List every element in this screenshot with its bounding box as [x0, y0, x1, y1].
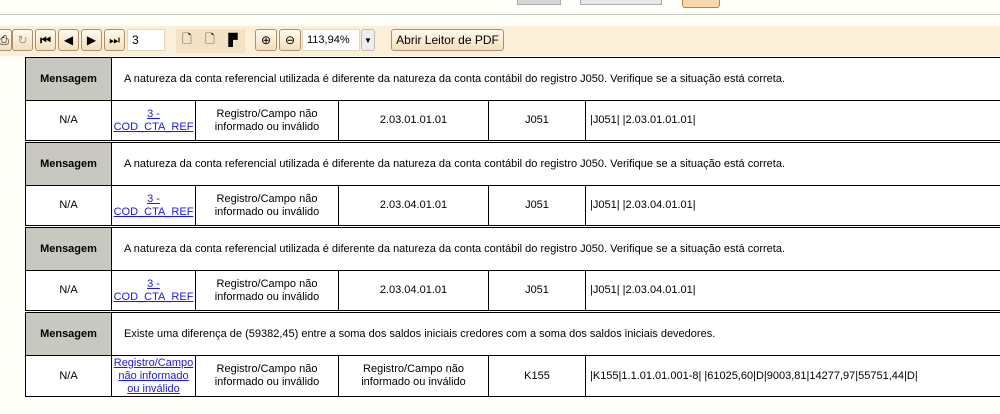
cell-description: Registro/Campo não informado ou inválido [195, 100, 339, 142]
cell-description: Registro/Campo não informado ou inválido [195, 355, 339, 397]
cell-description: Registro/Campo não informado ou inválido [195, 185, 339, 227]
message-row: Mensagem A natureza da conta referencial … [25, 140, 1000, 186]
cell-status: N/A [25, 185, 112, 227]
message-row: Mensagem A natureza da conta referencial … [25, 225, 1000, 271]
table-row: N/A Registro/Campo não informado ou invá… [25, 355, 1000, 397]
next-page-button[interactable]: ▶ [81, 29, 102, 51]
cell-status: N/A [25, 100, 112, 142]
message-text: A natureza da conta referencial utilizad… [111, 57, 1000, 101]
message-text: A natureza da conta referencial utilizad… [111, 225, 1000, 271]
pdf-toolbar: ⎙ ↻ ⏮ ◀ ▶ ⏭ 3 🗋 🗋 ▛ ⊕ ⊖ 113,94% ▼ Abrir … [0, 26, 1000, 56]
message-label: Mensagem [25, 140, 112, 186]
cell-description: Registro/Campo não informado ou inválido [195, 270, 339, 312]
single-page-icon[interactable]: 🗋 [182, 31, 192, 46]
cell-register: J051 [488, 100, 586, 142]
fit-width-icon[interactable]: 🗋 [205, 31, 215, 46]
validation-table: Mensagem A natureza da conta referencial … [25, 57, 1000, 397]
table-row: N/A 3 - COD_CTA_REF Registro/Campo não i… [25, 270, 1000, 312]
table-row: N/A 3 - COD_CTA_REF Registro/Campo não i… [25, 185, 1000, 227]
top-control[interactable] [517, 0, 561, 5]
field-link[interactable]: 3 - COD_CTA_REF [113, 107, 194, 133]
print-button[interactable]: ⎙ [0, 29, 12, 51]
cell-register: J051 [488, 270, 586, 312]
cell-register: K155 [488, 355, 586, 397]
message-row: Mensagem Existe uma diferença de (59382,4… [25, 310, 1000, 356]
field-link[interactable]: Registro/Campo não informado ou inválido [113, 356, 194, 395]
refresh-button[interactable]: ↻ [12, 29, 33, 51]
prev-page-button[interactable]: ◀ [58, 29, 79, 51]
message-text: Existe uma diferença de (59382,45) entre… [111, 310, 1000, 356]
zoom-out-button[interactable]: ⊖ [279, 29, 301, 51]
cell-value: 2.03.04.01.01 [338, 270, 489, 312]
cell-status: N/A [25, 355, 112, 397]
message-text: A natureza da conta referencial utilizad… [111, 140, 1000, 186]
top-button[interactable] [682, 0, 720, 8]
first-page-button[interactable]: ⏮ [35, 29, 56, 51]
page-view-group [176, 29, 245, 53]
field-link[interactable]: 3 - COD_CTA_REF [113, 192, 194, 218]
zoom-in-button[interactable]: ⊕ [255, 29, 277, 51]
field-link[interactable]: 3 - COD_CTA_REF [113, 277, 194, 303]
message-label: Mensagem [25, 310, 112, 356]
message-label: Mensagem [25, 225, 112, 271]
zoom-level-input[interactable]: 113,94% [302, 29, 360, 51]
cell-register: J051 [488, 185, 586, 227]
last-page-button[interactable]: ⏭ [104, 29, 125, 51]
page-number-input[interactable]: 3 [127, 29, 165, 51]
cell-value: 2.03.01.01.01 [338, 100, 489, 142]
cell-value: Registro/Campo não informado ou inválido [338, 355, 489, 397]
open-pdf-reader-button[interactable]: Abrir Leitor de PDF [391, 29, 504, 51]
top-control[interactable] [580, 0, 662, 5]
cell-record-line: |J051| |2.03.01.01.01| [585, 100, 1000, 142]
cell-record-line: |K155|1.1.01.01.001-8| |61025,60|D|9003,… [585, 355, 1000, 397]
fit-page-icon[interactable]: ▛ [228, 33, 238, 47]
message-row: Mensagem A natureza da conta referencial … [25, 57, 1000, 101]
cell-record-line: |J051| |2.03.04.01.01| [585, 270, 1000, 312]
table-row: N/A 3 - COD_CTA_REF Registro/Campo não i… [25, 100, 1000, 142]
message-label: Mensagem [25, 57, 112, 101]
top-bar [0, 0, 1000, 15]
cell-value: 2.03.04.01.01 [338, 185, 489, 227]
cell-status: N/A [25, 270, 112, 312]
zoom-dropdown-button[interactable]: ▼ [361, 29, 375, 51]
cell-record-line: |J051| |2.03.04.01.01| [585, 185, 1000, 227]
